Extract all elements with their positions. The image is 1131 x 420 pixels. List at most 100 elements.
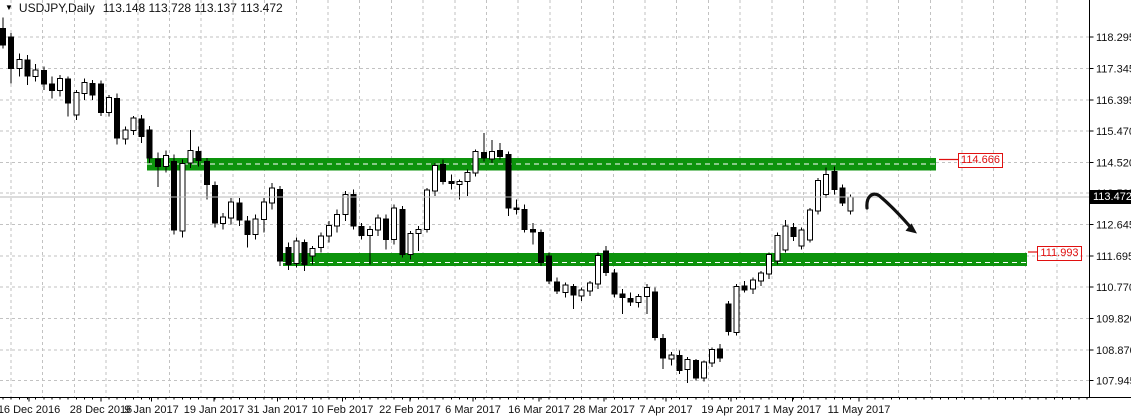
candle: [285, 242, 292, 270]
trend-arrow[interactable]: [865, 192, 917, 234]
candle: [717, 343, 724, 363]
candle: [301, 239, 308, 271]
candle: [203, 158, 210, 200]
x-axis-label: 22 Feb 2017: [379, 404, 441, 416]
candle: [187, 129, 194, 168]
candle: [154, 152, 161, 187]
candle: [114, 93, 121, 145]
candle: [244, 216, 251, 248]
candle: [220, 212, 227, 230]
candle: [317, 232, 324, 253]
candle: [733, 284, 740, 336]
x-axis-label: 28 Mar 2017: [573, 404, 635, 416]
candle: [798, 227, 805, 250]
candle: [171, 154, 178, 235]
candle: [806, 207, 813, 243]
candle: [578, 287, 585, 301]
candle: [399, 206, 406, 258]
y-axis-label: 111.695: [1096, 251, 1131, 263]
y-axis-label: 109.820: [1096, 313, 1131, 325]
candle: [105, 94, 112, 117]
candle: [823, 167, 830, 198]
candle: [546, 252, 553, 285]
candle: [448, 174, 455, 190]
candle: [652, 287, 658, 341]
candle: [603, 245, 610, 276]
candle: [16, 53, 23, 77]
collapse-arrow-icon[interactable]: ▼: [5, 3, 13, 12]
y-axis-label: 116.395: [1096, 95, 1131, 107]
x-axis-label: 16 Dec 2016: [0, 404, 60, 416]
candle: [700, 360, 707, 382]
candle: [676, 350, 683, 374]
x-axis-label: 9 Jan 2017: [124, 404, 178, 416]
grid: [0, 0, 1089, 397]
candle: [65, 76, 72, 117]
chart-title: ▼ USDJPY,Daily 113.148 113.728 113.137 1…: [5, 1, 283, 15]
y-axis-label: 108.870: [1096, 345, 1131, 357]
candle: [570, 284, 577, 310]
x-axis-label: 31 Jan 2017: [247, 404, 308, 416]
resistance-price-label[interactable]: 114.666: [958, 153, 1003, 168]
candle: [635, 294, 642, 308]
candle: [831, 166, 838, 195]
x-axis-label: 19 Apr 2017: [701, 404, 760, 416]
candle: [334, 209, 341, 233]
candle: [236, 197, 243, 227]
candle: [0, 17, 6, 49]
candle: [293, 237, 300, 268]
candle: [89, 79, 96, 100]
candle: [766, 252, 773, 280]
candle: [195, 146, 202, 167]
chart-ohlc-values: 113.148 113.728 113.137 113.472: [102, 1, 283, 15]
candle: [268, 182, 275, 210]
candle: [456, 179, 463, 200]
overlays: [0, 192, 1089, 234]
candle: [423, 187, 430, 233]
candle: [513, 199, 520, 215]
candle: [480, 133, 487, 162]
candle: [211, 181, 218, 228]
candle: [97, 80, 104, 116]
y-axis-label: 110.770: [1096, 282, 1131, 294]
candle: [383, 214, 390, 250]
candle: [326, 221, 332, 243]
candle: [505, 151, 512, 217]
candle: [611, 269, 618, 298]
candle: [709, 347, 716, 368]
candle: [643, 284, 650, 315]
candle: [57, 75, 64, 97]
support-price-label[interactable]: 111.993: [1037, 246, 1082, 261]
current-price-tag: 113.472: [1090, 190, 1131, 205]
candle: [741, 280, 748, 293]
candle: [839, 184, 846, 207]
x-axis-label: 7 Apr 2017: [639, 404, 692, 416]
candle: [562, 282, 569, 298]
candle: [73, 89, 80, 120]
x-axis-label: 11 May 2017: [828, 404, 891, 416]
y-axis-label: 114.520: [1096, 157, 1131, 169]
candle: [521, 204, 528, 233]
candle: [48, 76, 55, 99]
candle: [391, 204, 398, 245]
support-zone[interactable]: [283, 253, 1027, 266]
x-axis-label: 19 Jan 2017: [184, 404, 245, 416]
candle: [342, 191, 349, 222]
candle: [179, 159, 186, 238]
resistance-zone[interactable]: [147, 158, 936, 171]
candle: [146, 125, 153, 163]
candle: [163, 150, 169, 173]
x-axis-label: 6 Mar 2017: [445, 404, 501, 416]
candle: [757, 270, 764, 286]
candle: [122, 126, 129, 145]
candle: [431, 162, 438, 197]
chart-symbol-period: USDJPY,Daily: [18, 1, 95, 15]
candle: [440, 159, 447, 185]
candle: [228, 197, 235, 225]
candle: [350, 189, 357, 230]
candle: [464, 169, 471, 197]
y-axis-label: 115.470: [1096, 126, 1131, 138]
